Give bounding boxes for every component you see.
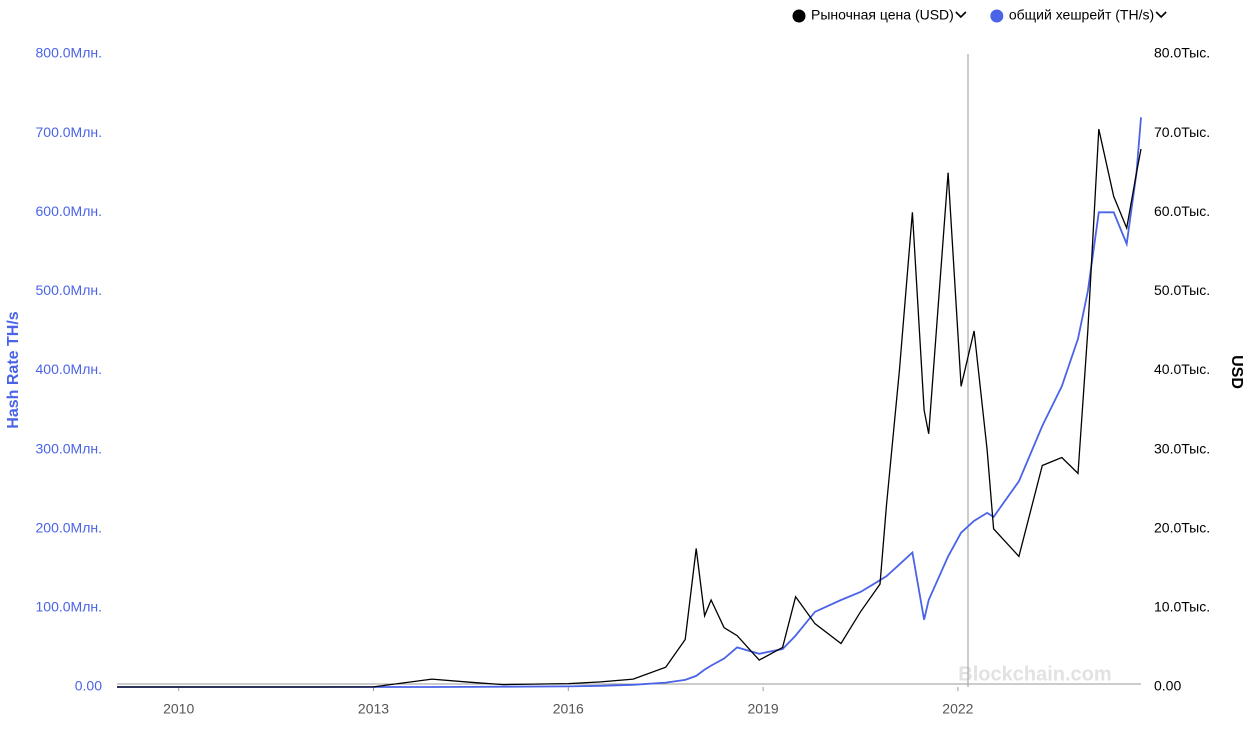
y-tick-label: 100.0Млн.	[36, 599, 103, 615]
legend-chevron[interactable]	[955, 11, 967, 19]
x-tick-label: 2016	[553, 701, 584, 717]
y-tick-label: 700.0Млн.	[36, 124, 103, 140]
y2-tick-label: 40.0Тыс.	[1154, 361, 1210, 377]
y-axis-title: Hash Rate TH/s	[5, 311, 22, 428]
y2-tick-label: 0.00	[1154, 678, 1181, 694]
y-tick-label: 200.0Млн.	[36, 519, 103, 535]
x-tick-label: 2022	[942, 701, 973, 717]
series-line	[117, 129, 1142, 688]
legend-label[interactable]: Рыночная цена (USD)	[811, 7, 954, 23]
y2-tick-label: 10.0Тыс.	[1154, 599, 1210, 615]
y2-tick-label: 60.0Тыс.	[1154, 203, 1210, 219]
y2-tick-label: 80.0Тыс.	[1154, 45, 1210, 61]
legend-label[interactable]: общий хешрейт (TH/s)	[1009, 7, 1154, 23]
y2-tick-label: 30.0Тыс.	[1154, 440, 1210, 456]
y2-axis-title: USD	[1228, 355, 1245, 389]
y-tick-label: 300.0Млн.	[36, 440, 103, 456]
y-tick-label: 0.00	[75, 678, 102, 694]
series-line	[117, 117, 1142, 688]
watermark: Blockchain.com	[958, 663, 1111, 685]
x-tick-label: 2013	[358, 701, 389, 717]
x-tick-label: 2010	[163, 701, 194, 717]
y-tick-label: 400.0Млн.	[36, 361, 103, 377]
y-tick-label: 600.0Млн.	[36, 203, 103, 219]
legend-marker[interactable]	[792, 9, 806, 23]
legend-chevron[interactable]	[1155, 11, 1167, 19]
y-tick-label: 500.0Млн.	[36, 282, 103, 298]
y-tick-label: 800.0Млн.	[36, 45, 103, 61]
y2-tick-label: 20.0Тыс.	[1154, 519, 1210, 535]
x-tick-label: 2019	[748, 701, 779, 717]
legend-marker[interactable]	[990, 9, 1004, 23]
y2-tick-label: 50.0Тыс.	[1154, 282, 1210, 298]
y2-tick-label: 70.0Тыс.	[1154, 124, 1210, 140]
